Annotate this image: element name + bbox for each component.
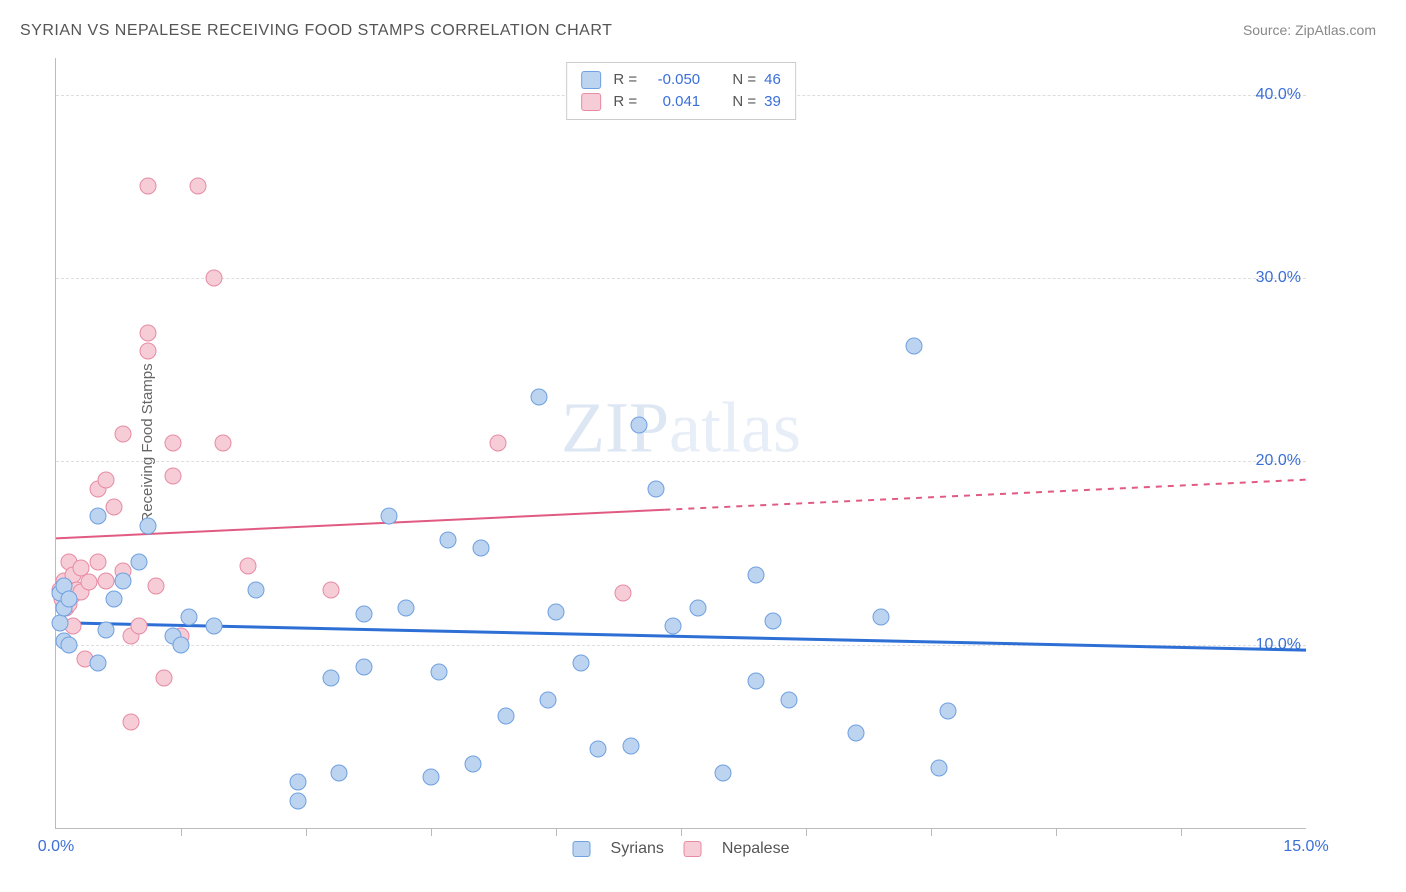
data-point — [131, 618, 148, 635]
watermark: ZIPatlas — [561, 386, 801, 469]
swatch-nepalese — [581, 93, 601, 111]
data-point — [631, 416, 648, 433]
data-point — [423, 768, 440, 785]
data-point — [764, 612, 781, 629]
data-point — [60, 636, 77, 653]
data-point — [89, 655, 106, 672]
data-point — [531, 389, 548, 406]
data-point — [52, 614, 69, 631]
data-point — [464, 755, 481, 772]
data-point — [548, 603, 565, 620]
y-axis-label: Receiving Food Stamps — [139, 363, 156, 522]
data-point — [98, 622, 115, 639]
r-value-nepalese: 0.041 — [645, 91, 700, 113]
data-point — [106, 499, 123, 516]
swatch-syrians — [581, 71, 601, 89]
data-point — [89, 508, 106, 525]
data-point — [148, 578, 165, 595]
data-point — [431, 664, 448, 681]
data-point — [89, 554, 106, 571]
data-point — [614, 585, 631, 602]
data-point — [106, 590, 123, 607]
r-value-syrians: -0.050 — [645, 69, 700, 91]
data-point — [931, 759, 948, 776]
n-value-syrians: 46 — [764, 69, 781, 91]
swatch-syrians-bottom — [573, 841, 591, 857]
n-value-nepalese: 39 — [764, 91, 781, 113]
data-point — [114, 572, 131, 589]
y-tick-label: 10.0% — [1256, 636, 1301, 654]
data-point — [439, 532, 456, 549]
data-point — [139, 517, 156, 534]
legend-correlation: R = -0.050 N = 46 R = 0.041 N = 39 — [566, 62, 796, 120]
data-point — [323, 669, 340, 686]
data-point — [248, 581, 265, 598]
x-tick-label-max: 15.0% — [1283, 838, 1328, 856]
legend-label-syrians: Syrians — [611, 840, 664, 858]
data-point — [381, 508, 398, 525]
data-point — [164, 468, 181, 485]
data-point — [781, 691, 798, 708]
data-point — [848, 724, 865, 741]
data-point — [714, 765, 731, 782]
data-point — [623, 737, 640, 754]
legend-label-nepalese: Nepalese — [722, 840, 790, 858]
y-tick-label: 30.0% — [1256, 269, 1301, 287]
data-point — [906, 337, 923, 354]
data-point — [398, 600, 415, 617]
data-point — [589, 741, 606, 758]
data-point — [539, 691, 556, 708]
data-point — [323, 581, 340, 598]
source-attribution: Source: ZipAtlas.com — [1243, 22, 1376, 38]
scatter-plot: Receiving Food Stamps 10.0% 20.0% 30.0% 40.… — [55, 58, 1306, 829]
data-point — [139, 178, 156, 195]
data-point — [356, 605, 373, 622]
data-point — [206, 618, 223, 635]
data-point — [289, 792, 306, 809]
data-point — [131, 554, 148, 571]
data-point — [139, 343, 156, 360]
data-point — [289, 774, 306, 791]
data-point — [181, 609, 198, 626]
data-point — [214, 435, 231, 452]
data-point — [173, 636, 190, 653]
data-point — [689, 600, 706, 617]
y-tick-label: 20.0% — [1256, 452, 1301, 470]
data-point — [98, 471, 115, 488]
data-point — [189, 178, 206, 195]
data-point — [139, 325, 156, 342]
data-point — [60, 590, 77, 607]
data-point — [164, 435, 181, 452]
data-point — [114, 425, 131, 442]
data-point — [206, 270, 223, 287]
legend-row-syrians: R = -0.050 N = 46 — [581, 69, 781, 91]
data-point — [748, 673, 765, 690]
y-tick-label: 40.0% — [1256, 86, 1301, 104]
data-point — [873, 609, 890, 626]
data-point — [498, 708, 515, 725]
data-point — [489, 435, 506, 452]
data-point — [356, 658, 373, 675]
swatch-nepalese-bottom — [684, 841, 702, 857]
legend-series: Syrians Nepalese — [573, 840, 790, 858]
data-point — [239, 557, 256, 574]
data-point — [98, 572, 115, 589]
data-point — [123, 713, 140, 730]
data-point — [331, 765, 348, 782]
chart-title: SYRIAN VS NEPALESE RECEIVING FOOD STAMPS… — [20, 22, 612, 40]
data-point — [573, 655, 590, 672]
trend-lines — [56, 58, 1306, 828]
legend-row-nepalese: R = 0.041 N = 39 — [581, 91, 781, 113]
data-point — [664, 618, 681, 635]
data-point — [473, 539, 490, 556]
data-point — [939, 702, 956, 719]
x-tick-label-min: 0.0% — [38, 838, 74, 856]
data-point — [156, 669, 173, 686]
data-point — [748, 567, 765, 584]
data-point — [648, 480, 665, 497]
data-point — [81, 574, 98, 591]
